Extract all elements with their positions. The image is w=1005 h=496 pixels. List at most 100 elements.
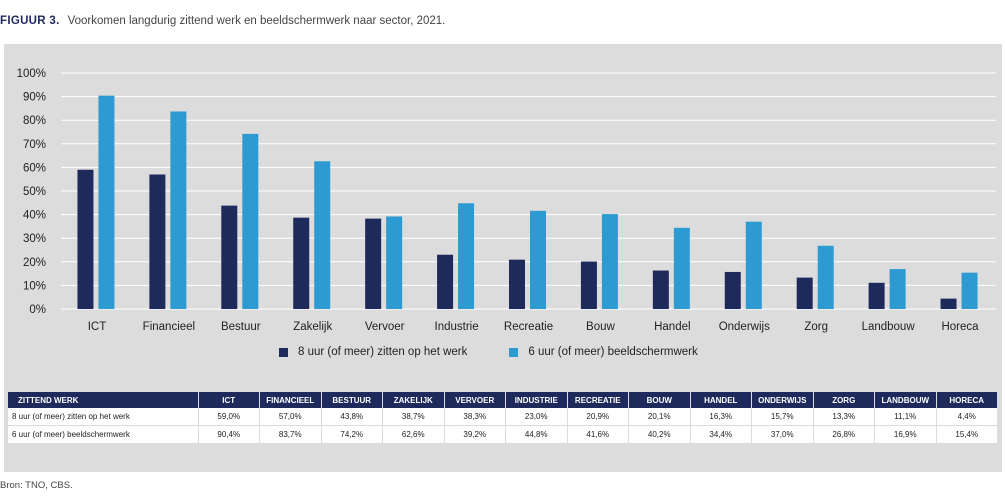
table-header-cell: BOUW bbox=[628, 392, 691, 408]
table-cell: 15,4% bbox=[936, 425, 998, 444]
table-row-label: 8 uur (of meer) zitten op het werk bbox=[8, 408, 199, 426]
bar-series1 bbox=[796, 277, 813, 309]
table-cell: 38,3% bbox=[444, 408, 506, 426]
bar-series2 bbox=[601, 214, 618, 309]
y-tick-label: 100% bbox=[17, 68, 46, 80]
x-tick-label: Industrie bbox=[435, 321, 479, 333]
bar-series1 bbox=[437, 254, 454, 309]
table-header-cell: HORECA bbox=[936, 392, 998, 408]
table-row: 6 uur (of meer) beeldschermwerk 90,4% 83,7… bbox=[8, 425, 998, 444]
table-cell: 11,1% bbox=[874, 408, 937, 426]
table-cell: 74,2% bbox=[321, 425, 383, 444]
x-tick-label: ICT bbox=[88, 321, 107, 333]
x-tick-label: Recreatie bbox=[504, 321, 553, 333]
table-header-row: ZITTEND WERK ICT FINANCIEEL BESTUUR ZAKELIJ… bbox=[8, 392, 998, 408]
table-header-cell: ZAKELIJK bbox=[382, 392, 445, 408]
table-header-cell: ONDERWIJS bbox=[751, 392, 814, 408]
chart-legend: 8 uur (of meer) zitten op het werk 6 uur… bbox=[279, 346, 698, 358]
x-tick-label: Bouw bbox=[586, 321, 615, 333]
table-header-cell: HANDEL bbox=[690, 392, 752, 408]
table-row-label: 6 uur (of meer) beeldschermwerk bbox=[8, 425, 199, 444]
table-cell: 39,2% bbox=[444, 425, 506, 444]
table-header-cell: VERVOER bbox=[444, 392, 506, 408]
table-cell: 16,9% bbox=[874, 425, 937, 444]
bar-series1 bbox=[652, 270, 669, 309]
table-header-cell: INDUSTRIE bbox=[505, 392, 568, 408]
y-tick-label: 50% bbox=[23, 186, 46, 198]
table-cell: 15,7% bbox=[751, 408, 814, 426]
table-cell: 4,4% bbox=[936, 408, 998, 426]
table-header-cell: BESTUUR bbox=[321, 392, 383, 408]
legend-swatch-series2 bbox=[509, 347, 519, 357]
table-cell: 26,8% bbox=[813, 425, 875, 444]
bar-series1 bbox=[77, 169, 94, 309]
x-tick-label: Horeca bbox=[941, 321, 979, 333]
legend-label-series2: 6 uur (of meer) beeldschermwerk bbox=[528, 346, 698, 358]
chart-panel: 0% 10% 20% 30% 40% 50% 60% 70% 80% 90% 100% ICT Fina… bbox=[4, 44, 1002, 472]
table-cell: 13,3% bbox=[813, 408, 875, 426]
y-tick-label: 60% bbox=[23, 162, 46, 174]
bar-series2 bbox=[961, 272, 978, 309]
y-tick-label: 80% bbox=[23, 115, 46, 127]
table-header-cell: LANDBOUW bbox=[874, 392, 937, 408]
table-cell: 23,0% bbox=[505, 408, 568, 426]
legend-item-series2: 6 uur (of meer) beeldschermwerk bbox=[509, 346, 698, 358]
bar-series1 bbox=[868, 282, 885, 309]
bar-chart: 0% 10% 20% 30% 40% 50% 60% 70% 80% 90% 100% ICT Fina… bbox=[17, 68, 996, 333]
figure-caption: Voorkomen langdurig zittend werk en beel… bbox=[67, 15, 446, 27]
table-cell: 43,8% bbox=[321, 408, 383, 426]
table-cell: 59,0% bbox=[198, 408, 260, 426]
table-cell: 20,1% bbox=[628, 408, 691, 426]
x-tick-label: Zakelijk bbox=[293, 321, 332, 333]
table-header-cell: FINANCIEEL bbox=[259, 392, 322, 408]
table-cell: 83,7% bbox=[259, 425, 322, 444]
figure-title: FIGUUR 3. Voorkomen langdurig zittend wer… bbox=[0, 15, 445, 27]
x-tick-label: Vervoer bbox=[365, 321, 405, 333]
figure-label: FIGUUR 3. bbox=[0, 15, 60, 27]
table-cell: 34,4% bbox=[690, 425, 752, 444]
x-tick-label: Zorg bbox=[804, 321, 828, 333]
bar-series1 bbox=[221, 205, 238, 309]
y-tick-label: 0% bbox=[29, 304, 46, 316]
table-cell: 16,3% bbox=[690, 408, 752, 426]
source-note: Bron: TNO, CBS. bbox=[0, 480, 73, 491]
table-cell: 41,6% bbox=[567, 425, 629, 444]
bar-series2 bbox=[314, 161, 331, 309]
table-header-first: ZITTEND WERK bbox=[8, 392, 199, 408]
bar-series2 bbox=[889, 269, 906, 309]
bar-series2 bbox=[170, 111, 187, 309]
bar-series1 bbox=[509, 259, 525, 309]
bar-series2 bbox=[242, 133, 259, 309]
x-tick-label: Onderwijs bbox=[719, 321, 770, 333]
legend-label-series1: 8 uur (of meer) zitten op het werk bbox=[298, 346, 468, 358]
table-header-cell: ICT bbox=[198, 392, 260, 408]
y-tick-label: 40% bbox=[23, 210, 46, 222]
table-cell: 20,9% bbox=[567, 408, 629, 426]
bar-series2 bbox=[817, 245, 834, 309]
table-cell: 40,2% bbox=[628, 425, 691, 444]
x-tick-label: Landbouw bbox=[862, 321, 916, 333]
bar-series2 bbox=[673, 227, 690, 309]
bar-series1 bbox=[149, 174, 166, 309]
table-cell: 38,7% bbox=[382, 408, 445, 426]
bar-series1 bbox=[580, 261, 597, 309]
table-cell: 90,4% bbox=[198, 425, 260, 444]
table-cell: 62,6% bbox=[382, 425, 445, 444]
table-cell: 44,8% bbox=[505, 425, 568, 444]
legend-swatch-series1 bbox=[279, 347, 288, 357]
table-cell: 37,0% bbox=[751, 425, 814, 444]
y-tick-label: 90% bbox=[23, 92, 46, 104]
bar-series2 bbox=[530, 210, 546, 309]
bar-series2 bbox=[98, 95, 115, 309]
bar-series2 bbox=[458, 203, 475, 309]
bar-series2 bbox=[745, 221, 762, 309]
data-table: ZITTEND WERK ICT FINANCIEEL BESTUUR ZAKELIJ… bbox=[8, 392, 998, 444]
table-row: 8 uur (of meer) zitten op het werk 59,0% 5… bbox=[8, 408, 998, 426]
x-tick-label: Bestuur bbox=[221, 321, 261, 333]
table-cell: 57,0% bbox=[259, 408, 322, 426]
legend-item-series1: 8 uur (of meer) zitten op het werk bbox=[279, 346, 467, 358]
table-header-cell: RECREATIE bbox=[567, 392, 629, 408]
x-tick-label: Handel bbox=[654, 321, 690, 333]
y-tick-label: 30% bbox=[23, 233, 46, 245]
y-tick-label: 20% bbox=[23, 257, 46, 269]
